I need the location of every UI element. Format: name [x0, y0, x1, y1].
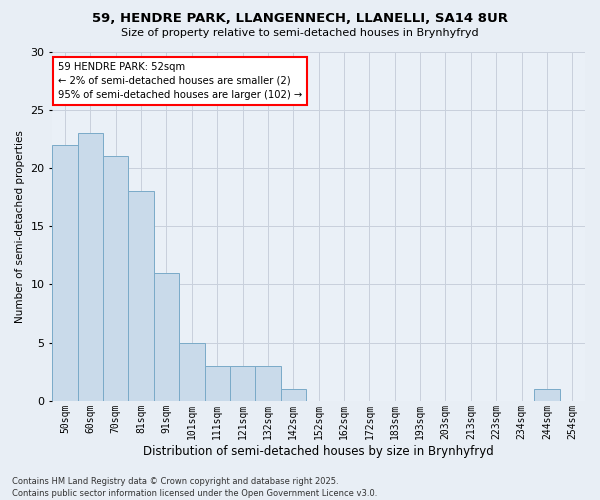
Bar	[103, 156, 128, 401]
Bar	[230, 366, 255, 401]
Text: 59 HENDRE PARK: 52sqm
← 2% of semi-detached houses are smaller (2)
95% of semi-d: 59 HENDRE PARK: 52sqm ← 2% of semi-detac…	[58, 62, 302, 100]
Bar	[52, 144, 77, 401]
Bar	[255, 366, 281, 401]
Bar	[154, 273, 179, 401]
Bar	[179, 342, 205, 401]
X-axis label: Distribution of semi-detached houses by size in Brynhyfryd: Distribution of semi-detached houses by …	[143, 444, 494, 458]
Y-axis label: Number of semi-detached properties: Number of semi-detached properties	[15, 130, 25, 322]
Bar	[205, 366, 230, 401]
Text: Contains HM Land Registry data © Crown copyright and database right 2025.
Contai: Contains HM Land Registry data © Crown c…	[12, 476, 377, 498]
Text: 59, HENDRE PARK, LLANGENNECH, LLANELLI, SA14 8UR: 59, HENDRE PARK, LLANGENNECH, LLANELLI, …	[92, 12, 508, 26]
Text: Size of property relative to semi-detached houses in Brynhyfryd: Size of property relative to semi-detach…	[121, 28, 479, 38]
Bar	[77, 133, 103, 401]
Bar	[534, 390, 560, 401]
Bar	[281, 390, 306, 401]
Bar	[128, 192, 154, 401]
